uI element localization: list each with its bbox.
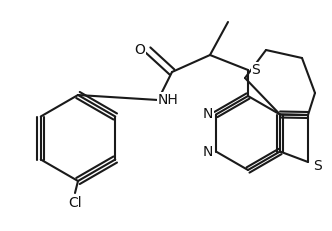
Text: O: O <box>134 43 145 57</box>
Text: Cl: Cl <box>68 196 82 210</box>
Text: N: N <box>203 107 213 122</box>
Text: N: N <box>203 145 213 158</box>
Text: NH: NH <box>158 93 178 107</box>
Text: S: S <box>252 63 260 77</box>
Text: S: S <box>314 159 322 173</box>
